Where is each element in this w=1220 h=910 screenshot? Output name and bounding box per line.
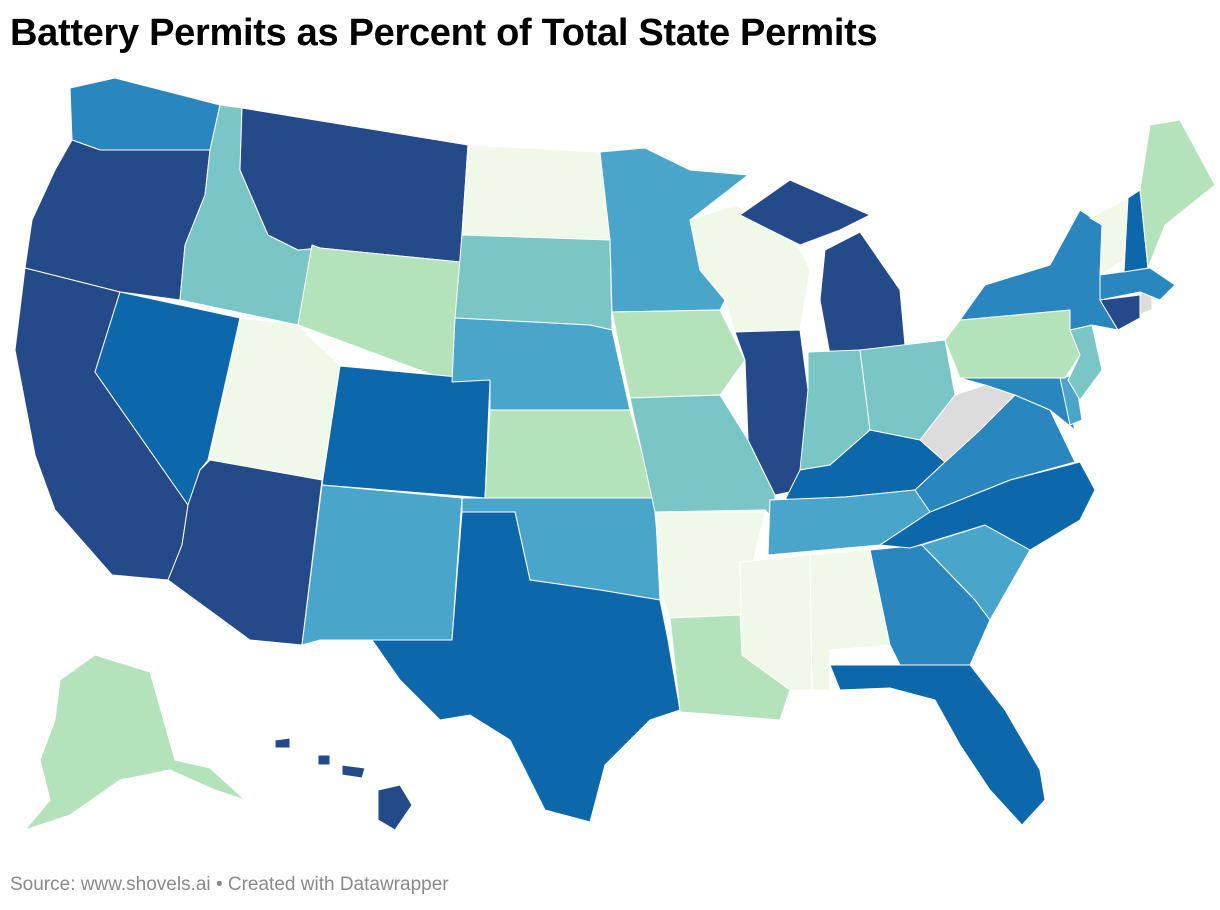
us-choropleth-map — [14, 77, 1216, 831]
source-label: Source: — [10, 874, 76, 895]
source-link[interactable]: www.shovels.ai — [80, 874, 211, 895]
state-NY[interactable] — [959, 209, 1119, 331]
state-TX[interactable] — [371, 511, 681, 823]
chart-title: Battery Permits as Percent of Total Stat… — [10, 12, 878, 54]
state-HI[interactable] — [274, 737, 413, 831]
state-AK[interactable] — [24, 654, 246, 831]
state-WA[interactable] — [69, 77, 221, 151]
state-WY[interactable] — [297, 244, 461, 383]
state-IL[interactable] — [734, 329, 809, 496]
source-footer: Source: www.shovels.ai • Created with Da… — [10, 874, 449, 896]
state-SD[interactable] — [454, 234, 613, 331]
footer-separator: • — [215, 874, 223, 895]
state-NC[interactable] — [879, 461, 1096, 551]
credit-text: Created with Datawrapper — [227, 874, 449, 895]
state-KS[interactable] — [484, 409, 656, 499]
state-LA[interactable] — [669, 614, 791, 721]
state-ND[interactable] — [461, 144, 611, 241]
state-NM[interactable] — [301, 484, 463, 646]
state-ME[interactable] — [1139, 119, 1216, 269]
state-MS[interactable] — [739, 554, 813, 691]
state-PA[interactable] — [944, 309, 1081, 379]
state-FL[interactable] — [829, 664, 1046, 826]
state-CT[interactable] — [1099, 294, 1141, 331]
state-CO[interactable] — [321, 365, 491, 499]
state-VT[interactable] — [1089, 197, 1129, 276]
state-IA[interactable] — [611, 309, 746, 399]
state-MA[interactable] — [1099, 267, 1176, 301]
